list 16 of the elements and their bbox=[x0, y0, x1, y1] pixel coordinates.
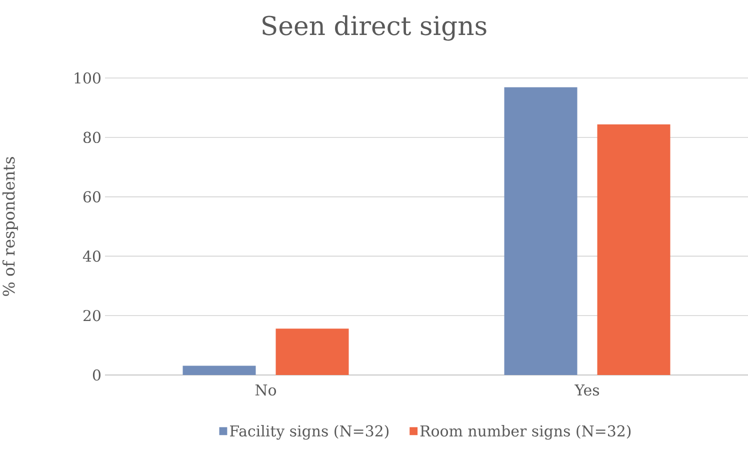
bar bbox=[276, 328, 349, 375]
y-tick-label: 100 bbox=[74, 72, 100, 84]
y-axis-title: % of respondents bbox=[2, 157, 18, 296]
x-tick-label: No bbox=[255, 384, 276, 396]
legend-label: Room number signs (N=32) bbox=[420, 425, 631, 440]
legend-label: Facility signs (N=32) bbox=[230, 425, 388, 440]
y-tick-label: 60 bbox=[83, 191, 100, 202]
y-tick-label: 20 bbox=[83, 310, 100, 322]
y-tick-label: 40 bbox=[82, 250, 100, 262]
x-tick-label: Yes bbox=[574, 384, 600, 396]
bar bbox=[597, 124, 670, 375]
y-tick-label: 0 bbox=[92, 369, 100, 381]
chart-title: Seen direct signs bbox=[262, 15, 486, 41]
bar bbox=[182, 366, 256, 375]
y-tick-label: 80 bbox=[83, 132, 100, 144]
bar bbox=[504, 87, 578, 375]
